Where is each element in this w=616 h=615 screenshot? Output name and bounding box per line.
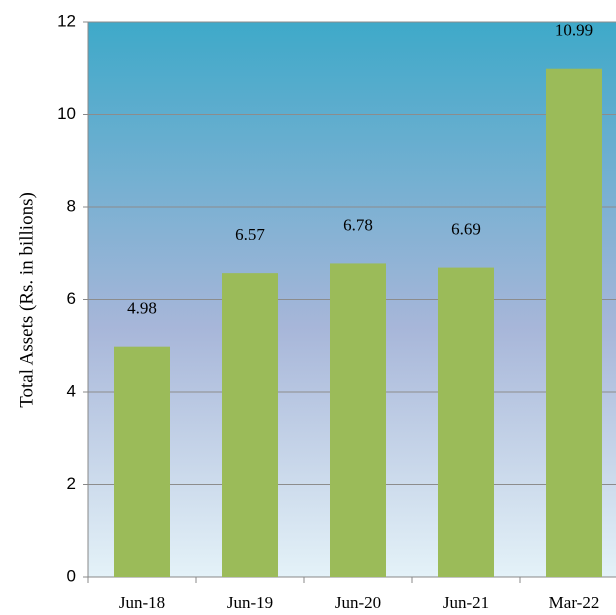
y-tick-label: 2	[67, 474, 76, 493]
data-label: 10.99	[555, 21, 593, 40]
y-tick-label: 4	[67, 381, 76, 400]
data-label: 4.98	[127, 299, 157, 318]
y-tick-label: 12	[57, 11, 76, 30]
x-tick-label: Jun-18	[119, 593, 165, 612]
bar	[114, 346, 170, 577]
bar	[222, 273, 278, 577]
data-label: 6.69	[451, 219, 481, 238]
y-tick-label: 8	[67, 196, 76, 215]
data-label: 6.78	[343, 215, 373, 234]
bar	[438, 267, 494, 577]
data-label: 6.57	[235, 225, 265, 244]
bar	[330, 263, 386, 577]
bar	[546, 68, 602, 578]
y-axis-label: Total Assets (Rs. in billions)	[16, 192, 37, 408]
y-tick-label: 0	[67, 566, 76, 585]
y-tick-label: 6	[67, 289, 76, 308]
x-tick-label: Jun-20	[335, 593, 381, 612]
x-tick-label: Jun-19	[227, 593, 273, 612]
x-tick-label: Jun-21	[443, 593, 489, 612]
y-tick-label: 10	[57, 104, 76, 123]
x-tick-label: Mar-22	[549, 593, 600, 612]
